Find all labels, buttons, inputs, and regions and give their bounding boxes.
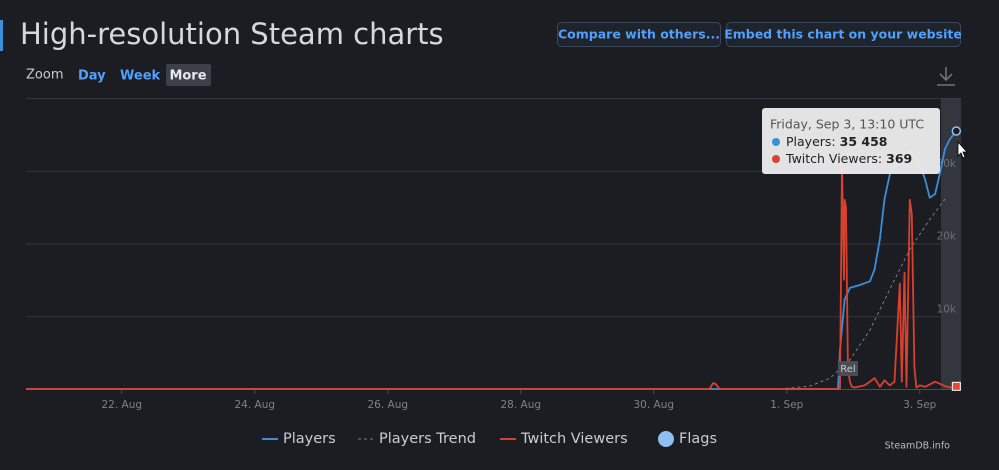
flag-box [837,361,858,376]
y-tick-label: 20k [937,231,957,243]
tooltip-label: Twitch Viewers: [785,151,882,166]
embed-button[interactable] [726,22,961,47]
embed-button-label[interactable]: Embed this chart on your website [724,27,962,42]
tooltip-dot [772,138,780,146]
zoom-week[interactable]: Week [120,69,161,84]
hover-point [951,126,962,136]
tooltip-row: Players: 35 458 [786,134,887,149]
tooltip-label: Players: [786,134,836,149]
series-line [779,198,946,390]
series-line [26,162,957,390]
x-tick-label: 3. Sep [903,399,936,411]
hover-point [951,381,961,391]
zoom-more[interactable]: More [169,69,206,84]
cursor [957,140,968,159]
tooltip-dot [772,155,780,163]
tooltip-row: Twitch Viewers: 369 [785,151,912,166]
credit: SteamDB.info [885,441,951,452]
legend-label: Flags [679,431,717,447]
compare-button[interactable] [557,22,721,47]
x-tick-label: 26. Aug [367,399,408,411]
download-icon[interactable] [937,67,955,86]
legend-label: Twitch Viewers [520,431,628,447]
flag-label: Rel [840,364,855,375]
title-accent [0,20,3,51]
legend-label: Players [283,431,336,447]
compare-button-label[interactable]: Compare with others... [558,27,720,42]
zoom-more-bg[interactable] [166,64,211,86]
x-tick-label: 1. Sep [770,399,803,411]
x-tick-label: 30. Aug [633,399,674,411]
x-tick-label: 24. Aug [234,399,275,411]
x-tick-label: 22. Aug [101,399,142,411]
x-tick-label: 28. Aug [500,399,541,411]
tooltip-value: 369 [886,151,912,166]
page-title: High-resolution Steam charts [20,17,444,51]
zoom-day[interactable]: Day [78,69,106,84]
tooltip [762,108,940,174]
tooltip-title: Friday, Sep 3, 13:10 UTC [770,117,924,132]
legend-label: Players Trend [379,431,476,447]
legend-swatch [658,431,674,447]
tooltip-value: 35 458 [840,134,888,149]
y-tick-label: 10k [937,303,957,315]
zoom-label: Zoom [26,68,63,83]
